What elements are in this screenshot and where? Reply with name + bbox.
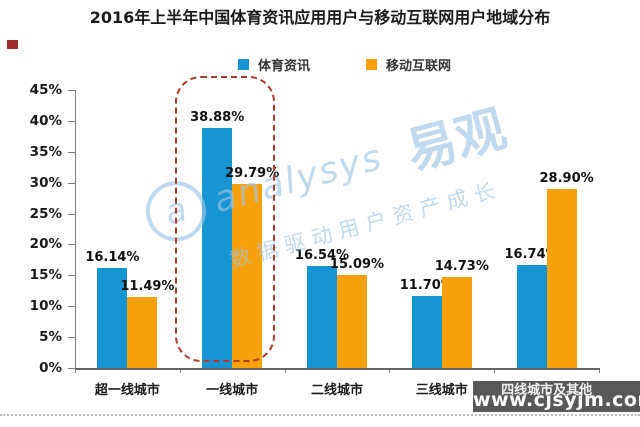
y-tick-label: 0% (39, 360, 62, 376)
bar-value-label: 16.14% (85, 250, 140, 266)
bar-mobile-internet-0 (127, 297, 158, 368)
y-tick-label: 45% (29, 82, 62, 98)
legend-swatch-sports-info-icon (238, 59, 249, 70)
y-tick-label: 10% (29, 298, 62, 315)
legend: 体育资讯 移动互联网 (238, 55, 451, 74)
y-tick-label: 15% (29, 267, 62, 284)
y-tick-label: 25% (29, 205, 62, 222)
x-tick-mark (389, 369, 391, 373)
y-tick-mark (68, 244, 75, 246)
analysys-watermark-cn: 易观 (400, 99, 513, 182)
category-label-1: 一线城市 (206, 383, 259, 398)
bar-value-label: 11.70% (399, 277, 454, 293)
y-tick-label: 30% (29, 174, 62, 191)
chart-title: 2016年上半年中国体育资讯应用用户与移动互联网用户地域分布 (89, 8, 551, 27)
y-tick-mark (68, 306, 75, 308)
bar-sports-info-2 (307, 265, 337, 368)
red-marker (7, 40, 18, 49)
bar-value-label: 15.09% (329, 256, 385, 272)
x-axis-line (75, 368, 600, 370)
bar-value-label: 11.49% (120, 279, 175, 295)
category-label-3: 三线城市 (415, 383, 468, 398)
y-tick-mark (68, 368, 75, 369)
y-tick-label: 20% (29, 236, 62, 253)
bar-value-label: 14.73% (434, 259, 489, 274)
bar-value-label: 28.90% (539, 171, 594, 187)
bar-mobile-internet-2 (337, 274, 367, 368)
x-tick-mark (494, 369, 496, 373)
bar-value-label: 38.88% (190, 109, 245, 125)
site-watermark-band: www.cjsyjm.com (473, 381, 640, 412)
bar-value-label: 16.74% (504, 246, 559, 262)
bar-sports-info-1 (202, 127, 233, 368)
bar-mobile-internet-4 (546, 189, 577, 368)
legend-item-sports-info: 体育资讯 (238, 55, 310, 74)
x-tick-mark (284, 369, 286, 373)
x-tick-mark (179, 369, 181, 373)
bar-sports-info-0 (97, 268, 128, 368)
y-tick-mark (68, 213, 75, 215)
y-tick-mark (68, 90, 75, 91)
legend-item-mobile-internet: 移动互联网 (366, 55, 451, 74)
x-tick-mark (75, 369, 76, 373)
bar-mobile-internet-3 (441, 277, 472, 368)
site-watermark-url: www.cjsyjm.com (473, 389, 640, 411)
bar-sports-info-3 (411, 295, 442, 368)
category-label-0: 超一线城市 (94, 383, 160, 398)
bottom-divider-line (0, 414, 640, 416)
legend-swatch-mobile-internet-icon (366, 59, 378, 70)
y-tick-mark (68, 337, 75, 339)
y-tick-mark (68, 182, 75, 184)
y-axis-line (75, 90, 76, 368)
x-tick-mark (599, 369, 600, 373)
y-tick-label: 5% (39, 329, 62, 346)
y-tick-label: 35% (29, 143, 62, 160)
category-label-4: 四线城市及其他 (501, 383, 593, 398)
y-tick-mark (68, 120, 75, 122)
bar-sports-info-4 (516, 264, 547, 368)
legend-label-sports-info: 体育资讯 (258, 59, 311, 74)
y-tick-mark (68, 275, 75, 277)
bar-value-label: 16.54% (294, 247, 350, 263)
y-tick-label: 40% (29, 112, 62, 129)
highlight-dashed-box (175, 76, 275, 362)
bar-value-label: 29.79% (225, 165, 280, 181)
legend-label-mobile-internet: 移动互联网 (386, 59, 452, 74)
y-tick-mark (68, 151, 75, 153)
category-label-2: 二线城市 (310, 383, 363, 398)
